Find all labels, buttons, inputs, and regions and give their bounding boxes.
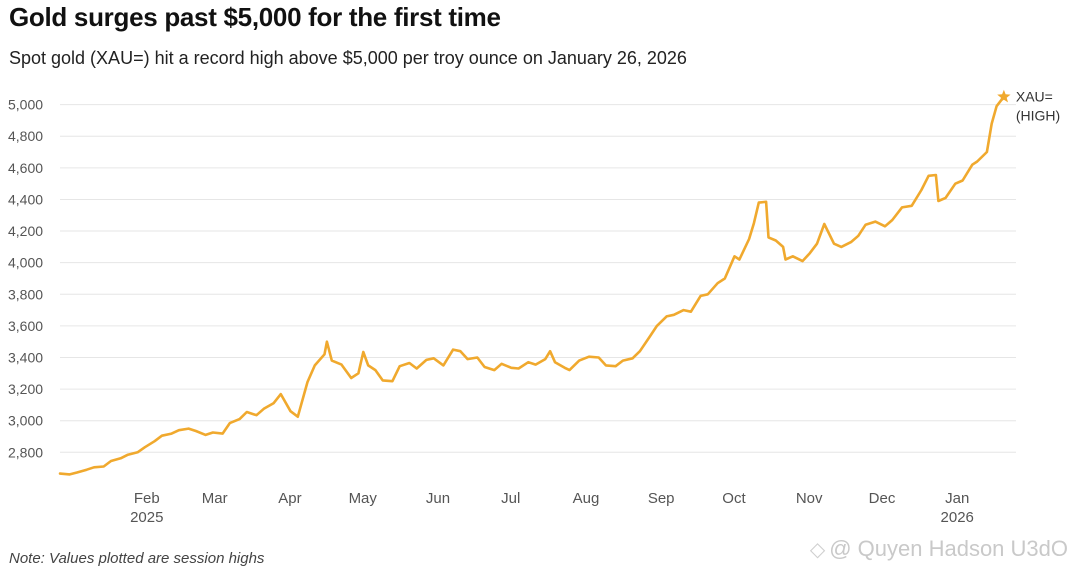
x-tick-label: Oct <box>722 490 746 507</box>
x-axis-ticks: Feb 2025 Mar Apr May Jun Jul Aug Sep Oct Nov Dec Jan… <box>130 490 974 526</box>
binance-logo-icon: ◇ <box>809 538 826 561</box>
y-tick-label: 3,800 <box>8 286 43 302</box>
x-tick-label: Feb <box>134 490 160 507</box>
y-tick-label: 2,800 <box>8 444 43 460</box>
y-tick-label: 4,800 <box>8 128 43 144</box>
series-end-marker <box>997 89 1011 103</box>
x-tick-label: May <box>349 490 378 507</box>
y-tick-label: 4,000 <box>8 255 43 271</box>
y-tick-label: 3,200 <box>8 381 43 397</box>
watermark-text: @ Quyen Hadson U3dO <box>829 536 1068 561</box>
y-tick-label: 4,400 <box>8 191 43 207</box>
x-tick-label: Mar <box>202 490 228 507</box>
star-marker-icon <box>997 89 1011 103</box>
x-tick-year-label: 2026 <box>941 509 974 526</box>
y-tick-label: 3,600 <box>8 318 43 334</box>
watermark: ◇ @ Quyen Hadson U3dO <box>810 536 1068 562</box>
series-label: XAU= (HIGH) <box>1016 89 1060 124</box>
chart-title: Gold surges past $5,000 for the first ti… <box>9 2 501 32</box>
series-label-line: (HIGH) <box>1016 108 1060 124</box>
x-tick-label: Jan <box>945 490 969 507</box>
y-tick-label: 4,600 <box>8 160 43 176</box>
y-tick-label: 5,000 <box>8 97 43 113</box>
x-tick-label: Apr <box>278 490 301 507</box>
gold-price-line <box>58 95 1006 476</box>
x-tick-label: Sep <box>648 490 675 507</box>
x-tick-year-label: 2025 <box>130 509 163 526</box>
x-tick-label: Jun <box>426 490 450 507</box>
chart-note: Note: Values plotted are session highs <box>9 550 265 567</box>
x-tick-label: Dec <box>869 490 896 507</box>
series-label-line: XAU= <box>1016 89 1053 105</box>
grid-lines <box>60 104 1016 453</box>
x-tick-label: Aug <box>573 490 600 507</box>
y-tick-label: 3,000 <box>8 413 43 429</box>
y-axis-ticks: 2,800 3,000 3,200 3,400 3,600 3,800 4,000 4,200… <box>8 97 43 461</box>
x-tick-label: Jul <box>501 490 520 507</box>
y-tick-label: 4,200 <box>8 223 43 239</box>
x-tick-label: Nov <box>796 490 823 507</box>
chart-subtitle: Spot gold (XAU=) hit a record high above… <box>9 48 687 68</box>
y-tick-label: 3,400 <box>8 349 43 365</box>
